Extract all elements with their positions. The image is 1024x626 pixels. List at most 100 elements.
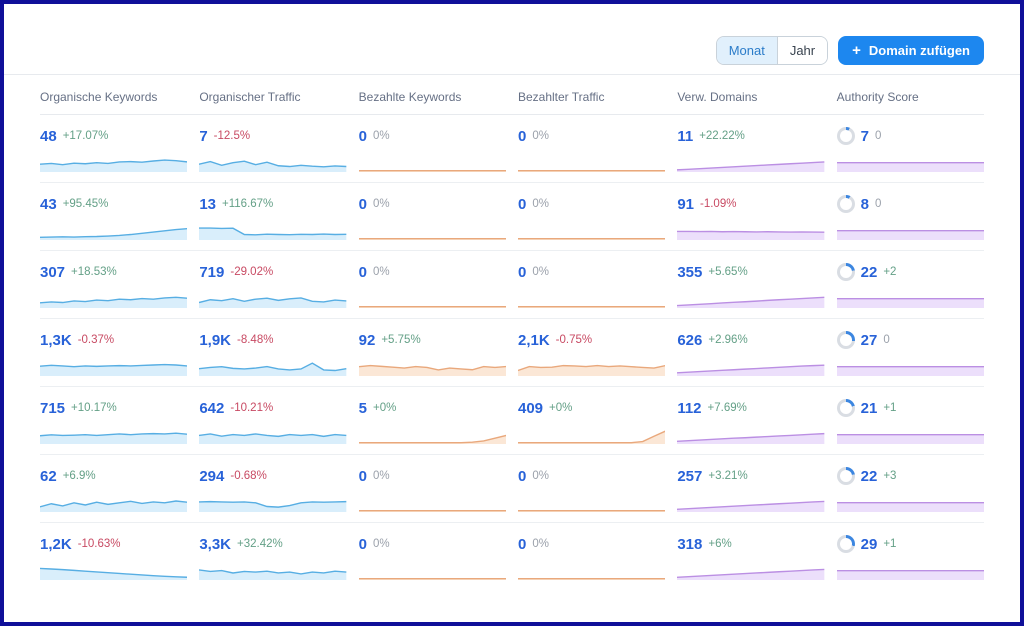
metric-value-line: 13 +116.67% — [199, 194, 346, 214]
metric-cell[interactable]: 91 -1.09% — [677, 194, 825, 240]
column-header-organische-keywords: Organische Keywords — [40, 90, 158, 104]
metric-cell[interactable]: 7 -12.5% — [199, 126, 347, 172]
metric-cell[interactable]: 112 +7.69% — [677, 398, 825, 444]
metric-value: 11 — [677, 127, 694, 145]
metric-cell[interactable]: 48 +17.07% — [40, 126, 188, 172]
trend-sparkline — [40, 290, 188, 308]
metric-cell[interactable]: 0 0% — [358, 194, 506, 240]
metric-value-line: 7 -12.5% — [199, 126, 346, 146]
donut-hole — [839, 334, 852, 346]
metric-cell[interactable]: 1,9K -8.48% — [199, 330, 347, 376]
metric-change: 0% — [373, 130, 390, 142]
trend-sparkline — [358, 222, 506, 240]
authority-score-cell[interactable]: 21 +1 — [836, 398, 984, 444]
metric-change: +5.65% — [708, 266, 748, 278]
trend-sparkline — [358, 426, 506, 444]
metric-cell[interactable]: 294 -0.68% — [199, 466, 347, 512]
metric-cell[interactable]: 257 +3.21% — [677, 466, 825, 512]
metric-value: 5 — [358, 399, 367, 417]
metric-cell[interactable]: 62 +6.9% — [40, 466, 188, 512]
authority-score-cell[interactable]: 29 +1 — [836, 534, 984, 580]
metric-cell[interactable]: 1,3K -0.37% — [40, 330, 188, 376]
authority-score-delta: +1 — [883, 402, 897, 414]
metric-value-line: 112 +7.69% — [677, 398, 824, 418]
add-domain-button-label: Domain zufügen — [868, 43, 970, 58]
metric-change: -10.21% — [230, 402, 274, 414]
metric-change: +6.9% — [62, 470, 96, 482]
metric-cell[interactable]: 2,1K -0.75% — [517, 330, 666, 376]
metric-cell[interactable]: 0 0% — [517, 534, 666, 580]
metric-value: 294 — [199, 467, 225, 485]
metric-cell[interactable]: 0 0% — [517, 466, 666, 512]
metric-cell[interactable]: 642 -10.21% — [199, 398, 347, 444]
metric-cell[interactable]: 409 +0% — [517, 398, 666, 444]
add-domain-button[interactable]: + Domain zufügen — [838, 36, 984, 65]
authority-score-cell[interactable]: 27 0 — [836, 330, 984, 376]
column-header-verw-domains: Verw. Domains — [677, 90, 758, 104]
metric-value: 43 — [40, 195, 57, 213]
metric-cell[interactable]: 0 0% — [358, 466, 506, 512]
metric-cell[interactable]: 719 -29.02% — [199, 262, 347, 308]
metrics-table: Organische Keywords Organischer Traffic … — [40, 84, 984, 590]
metric-change: -29.02% — [230, 266, 274, 278]
authority-score-delta: 0 — [883, 334, 890, 346]
period-monat-button[interactable]: Monat — [716, 37, 777, 64]
authority-score-donut-icon — [836, 331, 855, 349]
metric-cell[interactable]: 0 0% — [517, 262, 666, 308]
trend-sparkline — [836, 426, 984, 444]
metric-value-line: 307 +18.53% — [40, 262, 187, 282]
metric-value-line: 0 0% — [359, 126, 506, 146]
metric-value: 1,3K — [40, 331, 72, 349]
metric-cell[interactable]: 43 +95.45% — [40, 194, 188, 240]
metric-change: +0% — [549, 402, 573, 414]
metric-cell[interactable]: 0 0% — [517, 194, 666, 240]
metric-change: +6% — [708, 538, 732, 550]
metric-cell[interactable]: 0 0% — [517, 126, 666, 172]
metric-change: -12.5% — [213, 130, 251, 142]
metric-cell[interactable]: 5 +0% — [358, 398, 506, 444]
metric-cell[interactable]: 626 +2.96% — [677, 330, 825, 376]
metric-change: +3.21% — [708, 470, 748, 482]
metric-value-line: 1,3K -0.37% — [40, 330, 187, 350]
donut-hole — [839, 402, 852, 414]
table-row: 48 +17.07% 7 -12.5% 0 0% 0 0% 11 +22.22% 7 0 — [40, 115, 984, 183]
metric-change: 0% — [373, 538, 390, 550]
metric-cell[interactable]: 92 +5.75% — [358, 330, 506, 376]
metric-value: 3,3K — [199, 535, 232, 553]
metric-cell[interactable]: 3,3K +32.42% — [199, 534, 347, 580]
metric-cell[interactable]: 13 +116.67% — [199, 194, 347, 240]
metric-cell[interactable]: 355 +5.65% — [677, 262, 825, 308]
metric-value: 2,1K — [517, 331, 550, 349]
authority-score-cell[interactable]: 22 +3 — [836, 466, 984, 512]
metric-cell[interactable]: 715 +10.17% — [40, 398, 188, 444]
authority-value-line: 29 +1 — [836, 534, 984, 554]
metric-value: 0 — [517, 263, 527, 281]
authority-value-line: 22 +3 — [836, 466, 984, 486]
metric-cell[interactable]: 0 0% — [358, 126, 506, 172]
metric-cell[interactable]: 11 +22.22% — [677, 126, 825, 172]
authority-score-donut-icon — [836, 399, 855, 417]
metric-value-line: 355 +5.65% — [677, 262, 824, 282]
authority-score-value: 22 — [860, 263, 878, 281]
authority-score-delta: +3 — [883, 470, 897, 482]
metric-value-line: 5 +0% — [359, 398, 506, 418]
metric-cell[interactable]: 0 0% — [358, 262, 506, 308]
authority-score-cell[interactable]: 22 +2 — [836, 262, 984, 308]
metric-value: 0 — [358, 263, 367, 281]
metric-value-line: 409 +0% — [518, 398, 665, 418]
authority-score-delta: 0 — [875, 130, 882, 142]
trend-sparkline — [517, 426, 666, 444]
metric-value-line: 0 0% — [518, 534, 665, 554]
toolbar: Monat Jahr + Domain zufügen — [715, 36, 984, 65]
metric-cell[interactable]: 307 +18.53% — [40, 262, 188, 308]
metric-cell[interactable]: 318 +6% — [677, 534, 825, 580]
metric-change: 0% — [532, 538, 549, 550]
metric-change: -0.37% — [77, 334, 115, 346]
metric-cell[interactable]: 1,2K -10.63% — [40, 534, 188, 580]
period-jahr-button[interactable]: Jahr — [776, 37, 828, 64]
metric-value: 62 — [40, 467, 57, 485]
metric-cell[interactable]: 0 0% — [358, 534, 506, 580]
